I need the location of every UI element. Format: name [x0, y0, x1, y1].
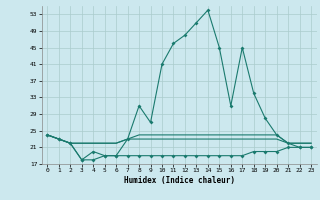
X-axis label: Humidex (Indice chaleur): Humidex (Indice chaleur) — [124, 176, 235, 185]
